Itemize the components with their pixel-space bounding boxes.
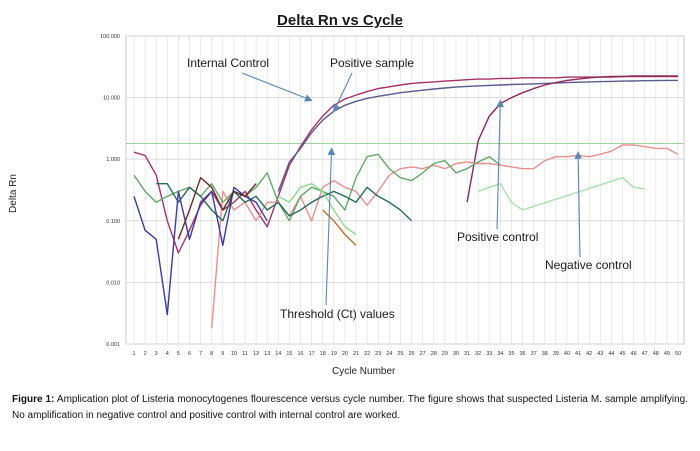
x-tick-label: 36 — [520, 351, 526, 357]
series-line-6 — [156, 183, 413, 222]
x-tick-label: 22 — [364, 351, 370, 357]
x-tick-label: 6 — [188, 351, 191, 357]
x-tick-label: 32 — [475, 351, 481, 357]
annotation-arrow — [325, 147, 336, 306]
x-tick-label: 41 — [575, 351, 581, 357]
x-tick-label: 17 — [309, 351, 315, 357]
x-tick-label: 35 — [508, 351, 514, 357]
x-tick-label: 49 — [664, 351, 670, 357]
x-tick-label: 48 — [653, 351, 659, 357]
annotation-label: Positive control — [457, 230, 538, 244]
x-tick-label: 20 — [342, 351, 348, 357]
x-tick-label: 43 — [597, 351, 603, 357]
x-tick-label: 33 — [486, 351, 492, 357]
x-tick-label: 34 — [497, 351, 503, 357]
x-tick-label: 18 — [320, 351, 326, 357]
figure-caption: Figure 1: Amplication plot of Listeria m… — [12, 392, 688, 424]
x-tick-label: 44 — [608, 351, 614, 357]
x-tick-label: 38 — [542, 351, 548, 357]
x-tick-label: 29 — [442, 351, 448, 357]
plot-area — [125, 35, 685, 345]
x-tick-label: 10 — [231, 351, 237, 357]
y-tick-label: 10.000 — [103, 96, 120, 102]
y-tick-label: 0.100 — [106, 219, 120, 225]
series-line-2 — [277, 79, 678, 192]
annotation-label: Negative control — [545, 258, 632, 272]
x-tick-label: 39 — [553, 351, 559, 357]
x-tick-label: 42 — [586, 351, 592, 357]
x-tick-label: 16 — [297, 351, 303, 357]
x-tick-label: 28 — [431, 351, 437, 357]
x-tick-label: 21 — [353, 351, 359, 357]
series-line-11 — [322, 209, 357, 246]
x-tick-label: 50 — [675, 351, 681, 357]
series-lines — [133, 75, 679, 329]
x-tick-label: 9 — [221, 351, 224, 357]
annotation-arrow — [574, 151, 583, 258]
x-tick-label: 45 — [619, 351, 625, 357]
x-tick-label: 19 — [331, 351, 337, 357]
x-tick-labels: 1 2 3 4 5 6 7 8 9 10 11 12 13 14 15 16 17 18 19 20 21 22 23 24 2… — [132, 351, 681, 357]
annotations: Internal Control Positive sample Positive … — [187, 56, 632, 321]
x-tick-label: 47 — [642, 351, 648, 357]
y-tick-label: 0.010 — [106, 280, 120, 286]
x-axis-label: Cycle Number — [332, 366, 396, 377]
x-tick-label: 11 — [242, 351, 248, 357]
x-tick-label: 5 — [177, 351, 180, 357]
x-tick-label: 8 — [210, 351, 213, 357]
y-tick-label: 1.000 — [106, 157, 120, 163]
x-tick-label: 2 — [144, 351, 147, 357]
annotation-arrow — [241, 72, 313, 102]
y-tick-label: 0.001 — [106, 342, 120, 348]
x-tick-label: 46 — [631, 351, 637, 357]
caption-text: Amplication plot of Listeria monocytogen… — [12, 394, 688, 421]
annotation-label: Positive sample — [330, 56, 414, 70]
x-tick-label: 3 — [155, 351, 158, 357]
series-line-9 — [277, 183, 357, 236]
grid-lines — [126, 35, 684, 345]
x-tick-label: 12 — [253, 351, 259, 357]
annotation-label: Threshold (Ct) values — [280, 307, 395, 321]
x-tick-label: 13 — [264, 351, 270, 357]
annotation-label: Internal Control — [187, 56, 269, 70]
x-tick-label: 37 — [531, 351, 537, 357]
x-tick-label: 14 — [275, 351, 281, 357]
annotation-arrow — [333, 72, 353, 113]
x-tick-label: 26 — [408, 351, 414, 357]
x-tick-label: 15 — [286, 351, 292, 357]
x-tick-label: 23 — [375, 351, 381, 357]
x-tick-label: 4 — [166, 351, 169, 357]
x-tick-label: 40 — [564, 351, 570, 357]
y-tick-label: 100.000 — [100, 34, 120, 40]
chart-title: Delta Rn vs Cycle — [277, 12, 403, 29]
x-tick-label: 27 — [420, 351, 426, 357]
x-tick-label: 7 — [199, 351, 202, 357]
y-tick-labels: 100.000 10.000 1.000 0.100 0.010 0.001 — [100, 34, 120, 348]
series-line-8 — [177, 177, 257, 240]
x-tick-label: 1 — [132, 351, 135, 357]
x-tick-label: 24 — [386, 351, 392, 357]
annotation-arrow — [496, 99, 505, 230]
x-tick-label: 30 — [453, 351, 459, 357]
series-line-1 — [133, 75, 678, 254]
x-tick-label: 25 — [397, 351, 403, 357]
caption-label: Figure 1: — [12, 394, 55, 405]
series-line-10 — [477, 177, 645, 211]
chart-figure: Delta Rn vs Cycle Delta Rn 100.000 10.000… — [8, 12, 685, 377]
x-tick-label: 31 — [464, 351, 470, 357]
